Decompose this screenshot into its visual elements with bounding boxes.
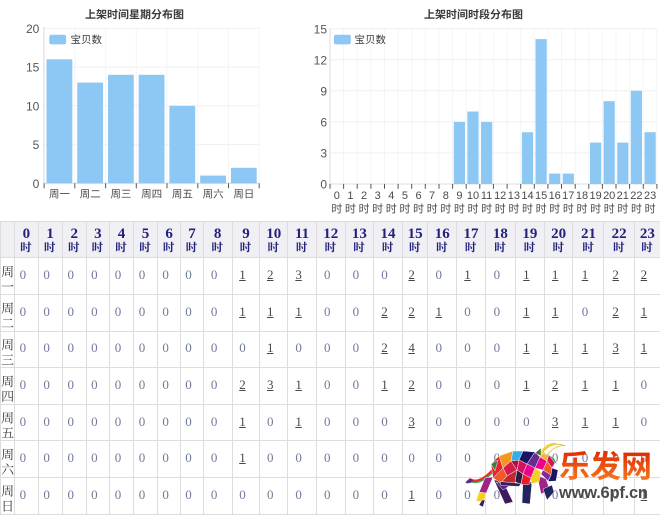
svg-text:www.6pf.cn: www.6pf.cn [558,484,648,502]
svg-text:13: 13 [508,190,520,202]
svg-text:12: 12 [494,190,506,202]
svg-text:10: 10 [26,99,40,113]
svg-text:4: 4 [388,190,394,202]
svg-text:0: 0 [33,177,40,191]
svg-text:3: 3 [320,147,327,161]
svg-text:9: 9 [456,190,462,202]
svg-text:15: 15 [26,61,40,75]
svg-text:15: 15 [314,22,328,36]
svg-text:15: 15 [535,190,547,202]
svg-text:20: 20 [26,22,40,36]
svg-text:5: 5 [33,138,40,152]
svg-text:16: 16 [549,190,561,202]
svg-text:7: 7 [429,190,435,202]
svg-text:12: 12 [314,53,328,67]
svg-text:0: 0 [334,190,340,202]
svg-text:23: 23 [644,190,656,202]
svg-text:3: 3 [375,190,381,202]
svg-text:11: 11 [481,190,492,202]
svg-text:17: 17 [562,190,574,202]
svg-text:6: 6 [320,116,327,130]
svg-text:18: 18 [576,190,588,202]
svg-text:5: 5 [402,190,408,202]
svg-text:6: 6 [415,190,421,202]
svg-text:2: 2 [361,190,367,202]
svg-text:9: 9 [320,84,327,98]
svg-text:22: 22 [630,190,642,202]
svg-text:20: 20 [603,190,615,202]
svg-text:19: 19 [589,190,601,202]
svg-text:21: 21 [617,190,629,202]
svg-text:0: 0 [320,178,327,192]
svg-text:8: 8 [443,190,449,202]
svg-text:14: 14 [521,190,533,202]
svg-text:10: 10 [467,190,479,202]
svg-text:1: 1 [347,190,353,202]
